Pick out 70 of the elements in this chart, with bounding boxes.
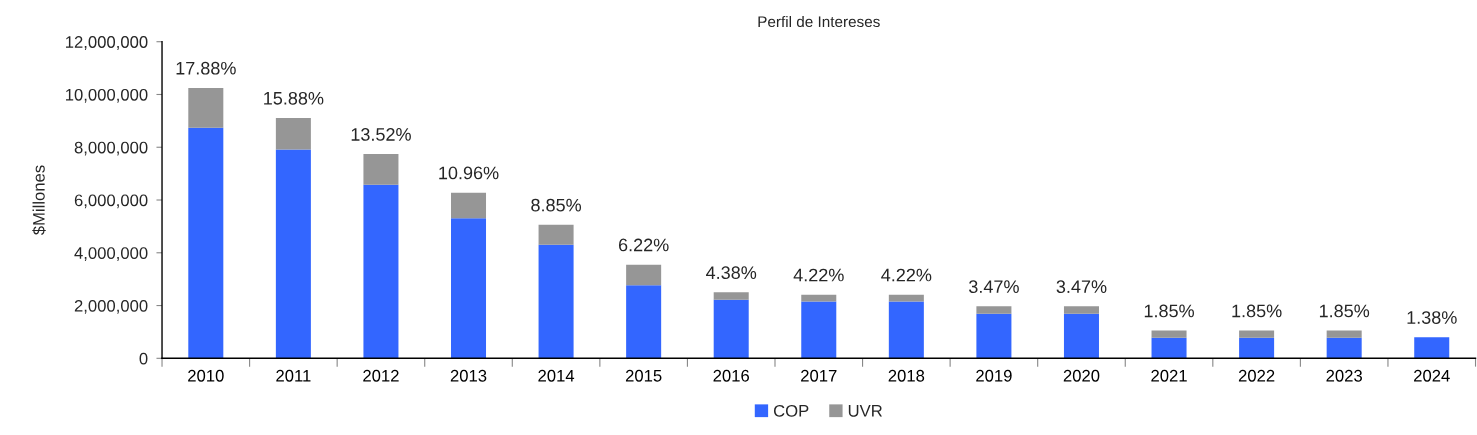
bar: [1414, 337, 1450, 359]
bar: [1239, 330, 1275, 338]
x-tick-label: 2014: [538, 369, 575, 382]
bar: [1151, 337, 1187, 359]
bar: [275, 149, 311, 359]
annotation: 6.22%: [618, 238, 669, 252]
y-tick-label: 6,000,000: [74, 194, 148, 209]
x-tick-label: 2015: [625, 369, 662, 382]
bar: [1326, 330, 1362, 338]
bar: [801, 294, 837, 302]
annotation: 8.85%: [531, 198, 582, 212]
bar: [1239, 337, 1275, 359]
x-tick-label: 2023: [1326, 369, 1362, 382]
annotation: 17.88%: [176, 61, 236, 75]
bar: [188, 127, 224, 359]
y-tick-label: 0: [139, 352, 148, 365]
bar: [626, 264, 662, 286]
y-tick-label: 2,000,000: [74, 299, 148, 314]
bar: [888, 301, 924, 359]
y-tick-label: 4,000,000: [74, 247, 148, 261]
bar: [451, 192, 487, 219]
bar: [275, 117, 311, 150]
x-tick-label: 2019: [976, 369, 1012, 382]
x-tick-label: 2010: [188, 369, 224, 382]
x-tick-label: 2017: [801, 369, 837, 382]
x-tick-label: 2024: [1414, 369, 1450, 382]
bar: [363, 184, 399, 359]
bar: [976, 306, 1012, 314]
bar: [451, 218, 487, 359]
bar: [1063, 306, 1099, 314]
annotation: 15.88%: [264, 91, 324, 105]
x-tick-label: 2022: [1238, 369, 1275, 382]
annotation: 1.38%: [1407, 311, 1457, 324]
annotation: 13.52%: [351, 128, 411, 141]
x-tick-label: 2013: [450, 369, 487, 382]
bar: [538, 244, 574, 359]
y-tick-label: 12,000,000: [66, 36, 148, 50]
bar: [626, 285, 662, 359]
legend-label: COP: [773, 404, 809, 417]
y-tick-label: 10,000,000: [66, 88, 148, 103]
bar: [1063, 313, 1099, 359]
annotation: 4.38%: [706, 266, 757, 280]
bar: [1326, 337, 1362, 359]
x-tick-label: 2021: [1151, 369, 1187, 382]
bar: [188, 87, 224, 128]
annotation: 4.22%: [793, 268, 844, 282]
x-tick-label: 2018: [888, 369, 925, 382]
annotation: 4.22%: [881, 268, 932, 282]
x-tick-label: 2020: [1063, 369, 1100, 382]
bar: [888, 294, 924, 302]
annotation: 3.47%: [969, 280, 1019, 294]
legend-label: UVR: [848, 405, 882, 417]
x-tick-label: 2011: [276, 369, 311, 382]
bar: [538, 224, 574, 245]
annotation: 10.96%: [439, 166, 499, 180]
bar: [363, 154, 399, 185]
annotation: 1.85%: [1319, 304, 1370, 318]
x-tick-label: 2012: [363, 369, 399, 382]
x-tick-label: 2016: [713, 369, 750, 382]
bar: [1151, 330, 1187, 338]
annotation: 1.85%: [1232, 304, 1282, 318]
y-axis-title: $Millones: [32, 165, 46, 236]
annotation: 1.85%: [1144, 304, 1194, 318]
bar: [713, 299, 749, 359]
bar: [713, 292, 749, 300]
annotation: 3.47%: [1056, 280, 1107, 294]
y-tick-label: 8,000,000: [74, 141, 148, 156]
bar: [976, 313, 1012, 359]
bar: [801, 301, 837, 359]
chart-title: Perfil de Intereses: [758, 15, 880, 28]
